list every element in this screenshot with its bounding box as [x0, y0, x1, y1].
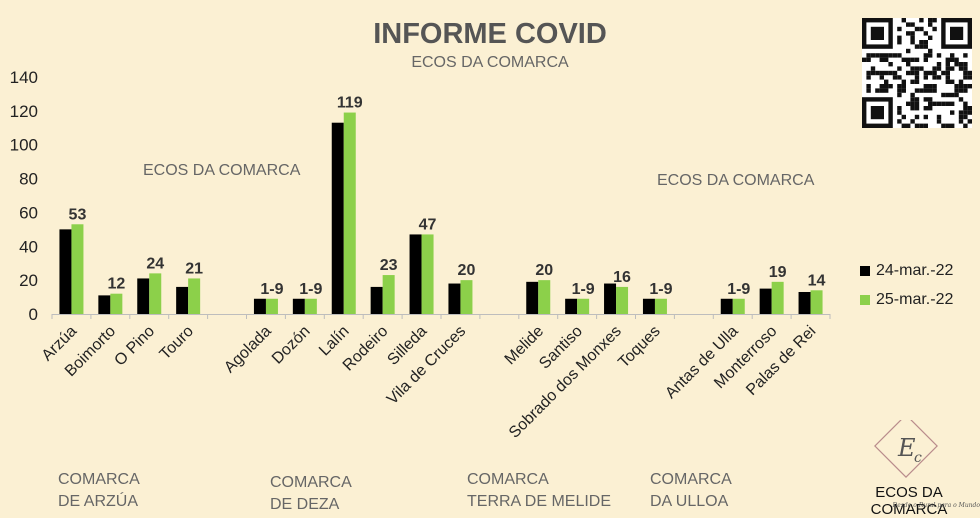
data-label: 24 — [146, 255, 164, 272]
category-label: Palas de Rei — [743, 323, 819, 399]
data-label: 14 — [808, 272, 826, 289]
logo-mark-icon: E c — [874, 414, 938, 478]
chart-subtitle: ECOS DA COMARCA — [411, 54, 569, 71]
legend-swatch-black — [860, 265, 870, 276]
bar-series-2 — [110, 293, 123, 314]
y-tick-label: 120 — [10, 102, 38, 121]
bar-series-1 — [59, 229, 72, 314]
legend-label-series-2: 25-mar.-22 — [876, 290, 954, 308]
logo: E c ECOS DA COMARCA Desde o Rural para o… — [838, 414, 980, 518]
bar-series-1 — [565, 298, 578, 314]
y-tick-label: 100 — [10, 136, 38, 155]
bar-series-2 — [71, 224, 84, 314]
data-label: 1-9 — [649, 281, 672, 298]
bar-series-2 — [343, 112, 356, 314]
category-label: Dozón — [269, 323, 314, 368]
bar-series-1 — [759, 288, 772, 314]
bar-series-1 — [448, 283, 461, 314]
bar-series-2 — [188, 278, 201, 314]
chart-legend: 24-mar.-22 25-mar.-22 — [860, 256, 953, 314]
logo-text: ECOS DA COMARCA — [870, 484, 948, 518]
legend-item-series-2: 25-mar.-22 — [860, 285, 953, 314]
svg-text:c: c — [914, 450, 922, 466]
legend-swatch-green — [860, 294, 870, 305]
bar-series-2 — [538, 280, 551, 314]
bar-series-1 — [137, 278, 150, 314]
data-label: 1-9 — [299, 281, 322, 298]
bar-series-2 — [421, 234, 434, 314]
y-tick-label: 60 — [19, 203, 38, 222]
bar-series-1 — [370, 286, 383, 314]
data-label: 19 — [769, 264, 787, 281]
logo-tagline: Desde o Rural para o Mundo — [892, 502, 980, 509]
bar-series-1 — [292, 298, 305, 314]
data-label: 1-9 — [572, 281, 595, 298]
bar-series-2 — [304, 298, 317, 314]
bar-series-1 — [98, 295, 111, 314]
category-label: Agolada — [221, 323, 275, 377]
bar-series-1 — [720, 298, 733, 314]
bar-series-2 — [460, 280, 473, 314]
bar-series-1 — [409, 234, 422, 314]
data-label: 21 — [185, 260, 203, 277]
bar-series-1 — [798, 291, 811, 314]
watermark-left: ECOS DA COMARCA — [143, 162, 301, 179]
bar-series-2 — [732, 298, 745, 314]
category-label: O Pino — [111, 323, 158, 370]
bar-series-2 — [149, 273, 162, 314]
bar-series-2 — [616, 286, 629, 314]
legend-label-series-1: 24-mar.-22 — [876, 261, 954, 279]
chart-title: INFORME COVID — [373, 18, 607, 50]
y-tick-label: 20 — [19, 271, 38, 290]
bar-series-1 — [526, 281, 539, 314]
qr-code-icon — [862, 18, 972, 128]
data-label: 20 — [535, 262, 553, 279]
watermark-right: ECOS DA COMARCA — [657, 172, 815, 189]
legend-item-series-1: 24-mar.-22 — [860, 256, 953, 285]
category-label: Touro — [157, 323, 197, 363]
group-label-arzua: COMARCA DE ARZÚA — [58, 471, 140, 510]
data-label: 53 — [69, 206, 87, 223]
data-label: 16 — [613, 269, 631, 286]
svg-text:E: E — [897, 434, 916, 462]
category-label: Toques — [615, 323, 664, 372]
bar-series-1 — [642, 298, 655, 314]
group-label-melide: COMARCA TERRA DE MELIDE — [467, 471, 612, 510]
data-label: 12 — [107, 276, 125, 293]
bar-series-2 — [577, 298, 590, 314]
bar-series-1 — [331, 122, 344, 314]
y-tick-label: 0 — [29, 305, 38, 324]
bar-series-2 — [771, 281, 784, 314]
y-tick-label: 40 — [19, 237, 38, 256]
bar-series-1 — [253, 298, 266, 314]
data-label: 119 — [337, 95, 363, 112]
data-label: 23 — [380, 257, 398, 274]
data-label: 47 — [419, 216, 437, 233]
bar-series-2 — [810, 290, 823, 314]
y-tick-label: 80 — [19, 170, 38, 189]
group-label-deza: COMARCA DE DEZA — [270, 474, 352, 513]
bar-series-2 — [382, 275, 395, 314]
data-label: 20 — [458, 262, 476, 279]
bar-series-2 — [654, 298, 667, 314]
bar-series-2 — [265, 298, 278, 314]
y-tick-label: 140 — [10, 68, 38, 87]
bar-series-1 — [604, 283, 617, 314]
group-label-ulloa: COMARCA DA ULLOA — [650, 471, 732, 510]
data-label: 1-9 — [727, 281, 750, 298]
bar-series-1 — [176, 286, 189, 314]
data-label: 1-9 — [260, 281, 283, 298]
